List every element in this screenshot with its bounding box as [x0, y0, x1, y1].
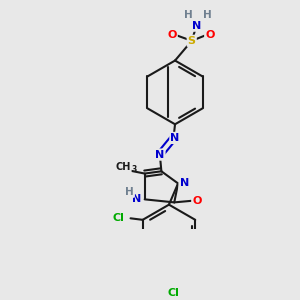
- Text: N: N: [192, 21, 202, 31]
- Text: O: O: [205, 30, 214, 40]
- Text: H: H: [125, 187, 134, 197]
- Text: N: N: [170, 133, 180, 143]
- Text: N: N: [155, 150, 164, 160]
- Text: N: N: [133, 194, 142, 204]
- Text: H: H: [184, 10, 192, 20]
- Text: Cl: Cl: [168, 288, 179, 298]
- Text: S: S: [188, 36, 196, 46]
- Text: 3: 3: [131, 165, 136, 174]
- Text: CH: CH: [116, 163, 131, 172]
- Text: O: O: [167, 30, 177, 40]
- Text: H: H: [203, 10, 212, 20]
- Text: Cl: Cl: [112, 213, 124, 223]
- Text: N: N: [179, 178, 189, 188]
- Text: O: O: [192, 196, 202, 206]
